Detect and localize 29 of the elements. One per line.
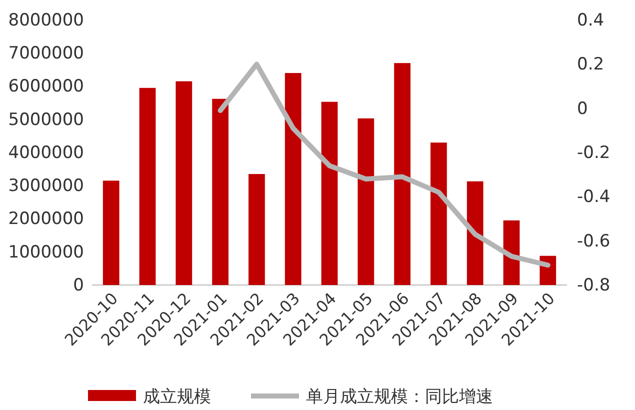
y2-tick-label: -0.4 bbox=[577, 187, 610, 208]
legend-label: 单月成立规模：同比增速 bbox=[306, 387, 493, 407]
y2-tick-label: -0.6 bbox=[577, 231, 610, 252]
bar bbox=[176, 81, 192, 285]
y-tick-label: 2000000 bbox=[8, 209, 84, 230]
y2-tick-label: 0 bbox=[577, 98, 588, 119]
y-tick-label: 6000000 bbox=[8, 76, 84, 97]
bar bbox=[358, 118, 374, 285]
bar bbox=[430, 142, 447, 285]
bar bbox=[321, 102, 338, 285]
y-tick-label: 5000000 bbox=[8, 110, 84, 130]
y2-tick-label: 0.4 bbox=[577, 10, 604, 30]
bar bbox=[212, 98, 228, 285]
y2-tick-label: -0.8 bbox=[577, 275, 610, 296]
bar bbox=[102, 180, 120, 285]
y-tick-label: 0 bbox=[73, 275, 84, 296]
y2-tick-label: 0.2 bbox=[577, 54, 604, 75]
bar bbox=[284, 73, 302, 285]
bar bbox=[139, 88, 156, 285]
y-tick-label: 4000000 bbox=[8, 142, 84, 163]
y-tick-label: 7000000 bbox=[8, 44, 84, 64]
y-tick-label: 1000000 bbox=[8, 242, 84, 262]
legend-label: 成立规模 bbox=[143, 387, 211, 407]
y-tick-label: 3000000 bbox=[8, 176, 84, 196]
bar bbox=[248, 174, 265, 285]
bar bbox=[466, 181, 484, 285]
bar bbox=[394, 63, 410, 285]
y2-tick-label: -0.2 bbox=[577, 142, 610, 163]
y-tick-label: 8000000 bbox=[8, 10, 84, 30]
